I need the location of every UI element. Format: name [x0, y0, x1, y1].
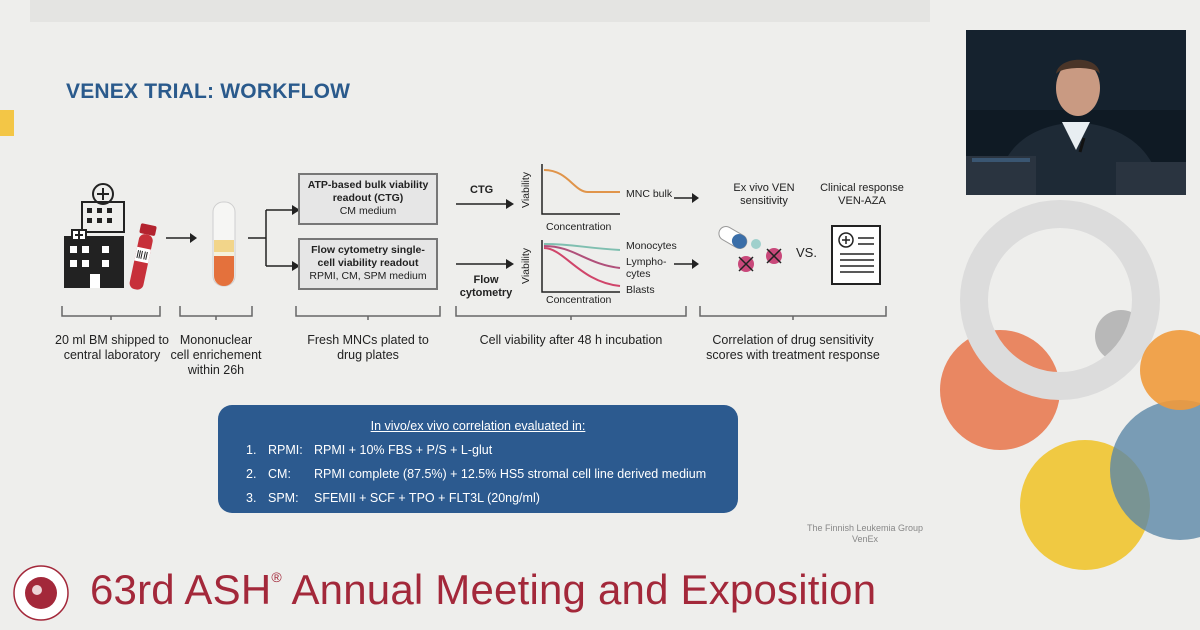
credit-line2: VenEx — [851, 534, 879, 544]
monocytes-curve — [543, 243, 621, 251]
step4-label: Cell viability after 48 h incubation — [479, 333, 663, 347]
bg-yellow-corner — [0, 110, 14, 136]
clinical-label: Clinical response VEN-AZA — [820, 182, 904, 207]
bg-arc-orange2 — [1140, 330, 1200, 410]
speaker-video — [966, 30, 1186, 195]
lymphocytes-label: Lympho-cytes — [626, 256, 667, 280]
flow-label: Flow cytometry — [459, 274, 513, 299]
meeting-suffix: Annual Meeting and Exposition — [281, 566, 877, 613]
flow-ylabel: Viability — [520, 248, 532, 284]
flow-xlabel: Concentration — [546, 294, 612, 306]
credit-line1: The Finnish Leukemia Group — [806, 523, 924, 533]
step-brackets — [61, 306, 887, 320]
ctg-plot — [541, 164, 620, 215]
step3-label: Fresh MNCs plated to drug plates — [307, 333, 429, 362]
row-key: SPM: — [268, 491, 299, 505]
lymphocytes-curve — [543, 245, 621, 269]
row-num: 1. — [246, 443, 257, 457]
row-key: RPMI: — [268, 443, 303, 457]
vs-label: VS. — [796, 245, 817, 260]
flow-box-title: Flow cytometry single-cell viability rea… — [311, 244, 425, 269]
row-key: CM: — [268, 467, 291, 481]
flow-result-arrow-icon — [674, 259, 699, 269]
flow-arrow-icon — [456, 259, 514, 269]
registered-mark: ® — [271, 569, 282, 585]
meeting-banner: 63rd ASH® Annual Meeting and Exposition — [90, 566, 876, 614]
flow-readout-box: Flow cytometry single-cell viability rea… — [298, 238, 438, 290]
hospital-icon — [64, 183, 125, 288]
clinical-report-icon — [831, 225, 881, 285]
blasts-curve — [543, 247, 621, 287]
step2-label: Mononuclear cell enrichement within 26h — [170, 333, 262, 377]
ctg-ylabel: Viability — [520, 172, 532, 208]
bg-top-band — [30, 0, 930, 22]
ctg-result-arrow-icon — [674, 193, 699, 203]
slide-title: VENEX TRIAL: WORKFLOW — [66, 80, 351, 103]
ctg-xlabel: Concentration — [546, 221, 612, 233]
slide-credit: The Finnish Leukemia Group VenEx — [790, 523, 940, 545]
ctg-curve — [543, 169, 620, 193]
ctg-box-title: ATP-based bulk viability readout (CTG) — [307, 179, 429, 204]
ex-vivo-label: Ex vivo VEN sensitivity — [733, 182, 795, 207]
infobox-header: In vivo/ex vivo correlation evaluated in… — [370, 419, 586, 433]
row-num: 3. — [246, 491, 257, 505]
ctg-readout-box: ATP-based bulk viability readout (CTG) C… — [298, 173, 438, 225]
branch-arrows-icon — [248, 205, 300, 271]
ctg-label: CTG — [470, 184, 494, 196]
speaker-image — [966, 30, 1186, 195]
ctg-arrow-icon — [456, 199, 514, 209]
row-num: 2. — [246, 467, 257, 481]
monocytes-label: Monocytes — [626, 240, 677, 252]
bg-arc-ring — [960, 200, 1160, 400]
blasts-label: Blasts — [626, 284, 655, 296]
flow-box-sub: RPMI, CM, SPM medium — [309, 270, 427, 282]
correlation-infobox: In vivo/ex vivo correlation evaluated in… — [218, 405, 738, 513]
row-value: RPMI + 10% FBS + P/S + L-glut — [314, 443, 493, 457]
centrifuge-tube-icon — [212, 201, 236, 287]
ctg-series-label: MNC bulk — [626, 188, 673, 200]
row-value: SFEMII + SCF + TPO + FLT3L (20ng/ml) — [314, 491, 540, 505]
arrow-step1-icon — [166, 233, 197, 243]
ctg-box-sub: CM medium — [339, 205, 397, 217]
blood-tube-icon — [129, 223, 157, 290]
meeting-prefix: 63rd ASH — [90, 566, 272, 613]
ash-logo-icon — [13, 565, 69, 621]
flow-plot — [541, 240, 621, 293]
step5-label: Correlation of drug sensitivity scores w… — [706, 333, 880, 362]
step1-label: 20 ml BM shipped to central laboratory — [55, 333, 169, 362]
row-value: RPMI complete (87.5%) + 12.5% HS5 stroma… — [314, 467, 707, 481]
pills-icon — [718, 226, 782, 272]
